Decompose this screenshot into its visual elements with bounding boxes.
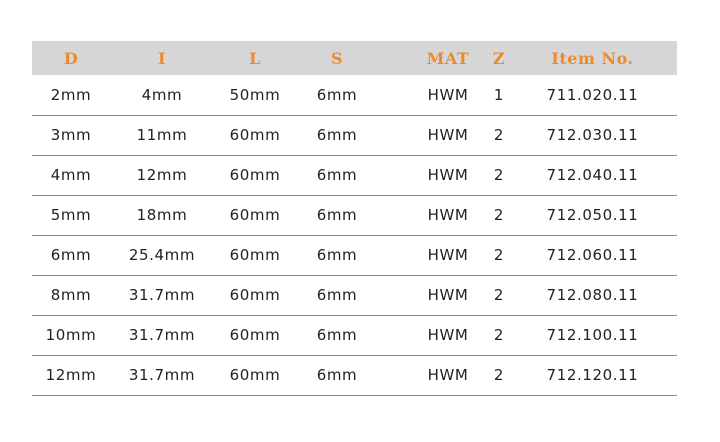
cell-item-no: 712.040.11: [546, 166, 639, 184]
cell-i: 31.7mm: [128, 326, 196, 344]
cell-z: 2: [493, 326, 505, 344]
table-row: 2mm 4mm 50mm 6mm HWM 1 711.020.11: [32, 75, 677, 115]
cell-item-no: 712.080.11: [546, 286, 639, 304]
header-d: D: [63, 48, 79, 68]
cell-d: 5mm: [50, 206, 92, 224]
cell-z: 1: [493, 85, 505, 104]
cell-s: 6mm: [316, 85, 358, 104]
cell-mat: HWM: [427, 246, 469, 264]
cell-l: 50mm: [229, 85, 281, 104]
cell-l: 60mm: [229, 126, 281, 144]
cell-item-no: 711.020.11: [546, 85, 639, 104]
cell-z: 2: [493, 286, 505, 304]
spec-table: D I L S MAT Z Item No. 2mm 4mm 50mm 6mm HWM 1…: [32, 41, 677, 396]
table-row: 6mm 25.4mm 60mm 6mm HWM 2 712.060.11: [32, 235, 677, 275]
cell-d: 4mm: [50, 166, 92, 184]
cell-l: 60mm: [229, 366, 281, 384]
cell-z: 2: [493, 126, 505, 144]
cell-i: 18mm: [136, 206, 188, 224]
table-body: 2mm 4mm 50mm 6mm HWM 1 711.020.11 3mm 11mm 60mm 6m…: [32, 75, 677, 395]
header-z: Z: [492, 48, 506, 68]
cell-i: 11mm: [136, 126, 188, 144]
cell-d: 3mm: [50, 126, 92, 144]
cell-i: 4mm: [141, 85, 183, 104]
cell-item-no: 712.100.11: [546, 326, 639, 344]
table-row: 10mm 31.7mm 60mm 6mm HWM 2 712.100.11: [32, 315, 677, 355]
cell-l: 60mm: [229, 286, 281, 304]
cell-s: 6mm: [316, 286, 358, 304]
cell-z: 2: [493, 166, 505, 184]
header-l: L: [249, 48, 261, 68]
cell-d: 10mm: [45, 326, 97, 344]
cell-s: 6mm: [316, 206, 358, 224]
cell-item-no: 712.120.11: [546, 366, 639, 384]
cell-item-no: 712.060.11: [546, 246, 639, 264]
cell-i: 31.7mm: [128, 286, 196, 304]
cell-item-no: 712.050.11: [546, 206, 639, 224]
header-item-no: Item No.: [551, 48, 634, 68]
cell-z: 2: [493, 366, 505, 384]
cell-mat: HWM: [427, 286, 469, 304]
cell-mat: HWM: [427, 326, 469, 344]
cell-i: 12mm: [136, 166, 188, 184]
cell-s: 6mm: [316, 366, 358, 384]
cell-l: 60mm: [229, 246, 281, 264]
cell-d: 2mm: [50, 85, 92, 104]
table-row: 5mm 18mm 60mm 6mm HWM 2 712.050.11: [32, 195, 677, 235]
cell-l: 60mm: [229, 166, 281, 184]
cell-l: 60mm: [229, 326, 281, 344]
cell-mat: HWM: [427, 206, 469, 224]
header-mat: MAT: [426, 48, 470, 68]
table-row: 8mm 31.7mm 60mm 6mm HWM 2 712.080.11: [32, 275, 677, 315]
cell-mat: HWM: [427, 366, 469, 384]
cell-d: 12mm: [45, 366, 97, 384]
cell-d: 8mm: [50, 286, 92, 304]
cell-s: 6mm: [316, 126, 358, 144]
cell-s: 6mm: [316, 246, 358, 264]
cell-d: 6mm: [50, 246, 92, 264]
cell-z: 2: [493, 206, 505, 224]
cell-s: 6mm: [316, 166, 358, 184]
cell-mat: HWM: [427, 126, 469, 144]
table-row: 4mm 12mm 60mm 6mm HWM 2 712.040.11: [32, 155, 677, 195]
cell-i: 25.4mm: [128, 246, 196, 264]
cell-mat: HWM: [427, 166, 469, 184]
cell-z: 2: [493, 246, 505, 264]
cell-l: 60mm: [229, 206, 281, 224]
header-row: D I L S MAT Z Item No.: [32, 41, 677, 75]
cell-item-no: 712.030.11: [546, 126, 639, 144]
cell-mat: HWM: [427, 85, 469, 104]
cell-i: 31.7mm: [128, 366, 196, 384]
table-header: D I L S MAT Z Item No.: [32, 41, 677, 75]
table-row: 12mm 31.7mm 60mm 6mm HWM 2 712.120.11: [32, 355, 677, 395]
cell-s: 6mm: [316, 326, 358, 344]
table-row: 3mm 11mm 60mm 6mm HWM 2 712.030.11: [32, 115, 677, 155]
header-s: S: [330, 48, 344, 68]
header-i: I: [158, 48, 166, 68]
